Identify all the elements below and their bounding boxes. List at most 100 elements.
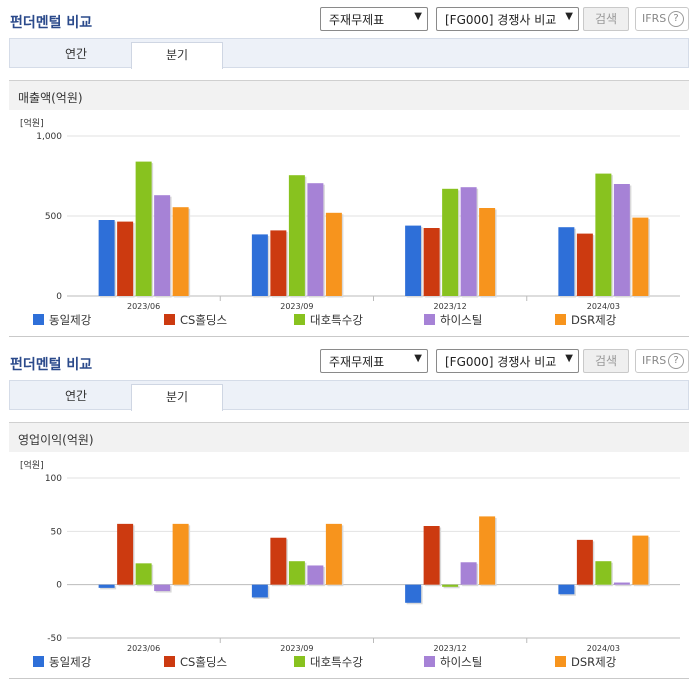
ifrs-label: IFRS bbox=[642, 354, 667, 367]
bar bbox=[632, 217, 649, 296]
section-divider bbox=[9, 678, 689, 679]
x-tick-label: 2023/09 bbox=[280, 302, 313, 311]
legend-swatch bbox=[294, 656, 305, 667]
bar bbox=[325, 523, 342, 585]
section-divider bbox=[9, 336, 689, 337]
legend-label: CS홀딩스 bbox=[180, 655, 227, 669]
bar bbox=[117, 523, 134, 585]
bar-shadow bbox=[615, 584, 632, 587]
chevron-down-icon: ▼ bbox=[414, 353, 422, 364]
x-tick-label: 2023/06 bbox=[127, 302, 160, 311]
bar bbox=[576, 233, 593, 296]
bar bbox=[307, 183, 324, 296]
legend-swatch bbox=[33, 314, 44, 325]
bar bbox=[479, 516, 496, 585]
section-header: 펀더멘털 비교 주재무제표 ▼ [FG000] 경쟁사 비교 ▼ 검색 IFRS… bbox=[0, 342, 696, 380]
operating-profit-bar-chart: [억원] -50 0 50 100 2023/06 2023/09 2023/12 2024/0… bbox=[20, 459, 680, 669]
x-tick-label: 2024/03 bbox=[587, 644, 620, 653]
legend-swatch bbox=[424, 314, 435, 325]
compare-group-select[interactable]: [FG000] 경쟁사 비교 ▼ bbox=[436, 349, 579, 373]
section-header: 펀더멘털 비교 주재무제표 ▼ [FG000] 경쟁사 비교 ▼ 검색 IFRS… bbox=[0, 0, 696, 38]
bar bbox=[460, 187, 477, 296]
bar bbox=[172, 207, 189, 296]
metric-title: 영업이익(억원) bbox=[18, 433, 94, 447]
bar bbox=[613, 582, 630, 585]
bar bbox=[117, 221, 134, 296]
legend-label: 동일제강 bbox=[49, 313, 92, 327]
bar bbox=[288, 175, 305, 296]
bar bbox=[251, 234, 268, 296]
legend-label: CS홀딩스 bbox=[180, 313, 227, 327]
legend-swatch bbox=[424, 656, 435, 667]
bar bbox=[442, 584, 459, 587]
legend-swatch bbox=[164, 656, 175, 667]
fundamental-compare-section-operating-profit: 펀더멘털 비교 주재무제표 ▼ [FG000] 경쟁사 비교 ▼ 검색 IFRS… bbox=[0, 342, 696, 684]
x-tick-label: 2023/12 bbox=[434, 302, 467, 311]
bar bbox=[135, 563, 152, 585]
bar bbox=[479, 208, 496, 296]
legend-swatch bbox=[33, 656, 44, 667]
search-button[interactable]: 검색 bbox=[583, 7, 629, 31]
legend-label: 하이스틸 bbox=[440, 313, 482, 327]
legend-swatch bbox=[164, 314, 175, 325]
unit-label: [억원] bbox=[20, 117, 44, 129]
period-tabs: 연간 분기 bbox=[9, 380, 689, 411]
bar bbox=[135, 161, 152, 296]
y-tick-label: 0 bbox=[56, 581, 62, 591]
bar-shadow bbox=[443, 586, 460, 589]
legend-label: 대호특수강 bbox=[310, 313, 363, 327]
metric-header: 영업이익(억원) bbox=[9, 422, 689, 452]
ifrs-label: IFRS bbox=[642, 12, 667, 25]
section-title: 펀더멘털 비교 bbox=[10, 15, 93, 31]
bar bbox=[288, 561, 305, 585]
chevron-down-icon: ▼ bbox=[565, 11, 573, 22]
bar bbox=[270, 537, 287, 585]
fundamental-compare-section-sales: 펀더멘털 비교 주재무제표 ▼ [FG000] 경쟁사 비교 ▼ 검색 IFRS… bbox=[0, 0, 696, 337]
bar bbox=[251, 584, 268, 598]
search-button[interactable]: 검색 bbox=[583, 349, 629, 373]
bar bbox=[154, 584, 171, 592]
ifrs-toggle[interactable]: IFRS ? bbox=[635, 7, 689, 31]
bar bbox=[558, 227, 575, 296]
sales-bar-chart: [억원] 0 500 1,000 2023/06 2023/09 2023/12 2024/0… bbox=[20, 117, 680, 327]
chevron-down-icon: ▼ bbox=[414, 11, 422, 22]
tab-annual[interactable]: 연간 bbox=[64, 389, 88, 403]
ifrs-toggle[interactable]: IFRS ? bbox=[635, 349, 689, 373]
statement-type-select[interactable]: 주재무제표 ▼ bbox=[320, 7, 428, 31]
y-tick-label: 500 bbox=[45, 212, 62, 222]
x-tick-label: 2023/06 bbox=[127, 644, 160, 653]
bar bbox=[98, 584, 115, 588]
tab-quarterly[interactable]: 분기 bbox=[131, 42, 223, 69]
help-icon[interactable]: ? bbox=[668, 11, 684, 27]
bar bbox=[98, 220, 115, 296]
bar bbox=[423, 526, 440, 585]
tab-annual[interactable]: 연간 bbox=[64, 47, 88, 61]
bar bbox=[632, 535, 649, 585]
tab-quarterly[interactable]: 분기 bbox=[131, 384, 223, 411]
legend-label: 대호특수강 bbox=[310, 655, 363, 669]
y-tick-label: 1,000 bbox=[36, 132, 62, 142]
statement-type-value: 주재무제표 bbox=[329, 13, 385, 27]
metric-title: 매출액(억원) bbox=[18, 91, 83, 105]
statement-type-select[interactable]: 주재무제표 ▼ bbox=[320, 349, 428, 373]
bar bbox=[460, 562, 477, 585]
y-tick-label: 100 bbox=[45, 474, 62, 484]
compare-group-select[interactable]: [FG000] 경쟁사 비교 ▼ bbox=[436, 7, 579, 31]
bar bbox=[595, 173, 612, 296]
statement-type-value: 주재무제표 bbox=[329, 355, 385, 369]
y-tick-label: 0 bbox=[56, 292, 62, 302]
legend-swatch bbox=[294, 314, 305, 325]
legend-label: 하이스틸 bbox=[440, 655, 482, 669]
x-tick-label: 2023/09 bbox=[280, 644, 313, 653]
bar bbox=[307, 565, 324, 585]
help-icon[interactable]: ? bbox=[668, 353, 684, 369]
period-tabs: 연간 분기 bbox=[9, 38, 689, 69]
bar bbox=[154, 195, 171, 296]
bar bbox=[172, 523, 189, 585]
bar bbox=[405, 584, 422, 603]
x-tick-label: 2023/12 bbox=[434, 644, 467, 653]
bar bbox=[423, 228, 440, 296]
compare-group-value: [FG000] 경쟁사 비교 bbox=[445, 13, 557, 27]
bar bbox=[442, 188, 459, 296]
bar bbox=[405, 225, 422, 296]
